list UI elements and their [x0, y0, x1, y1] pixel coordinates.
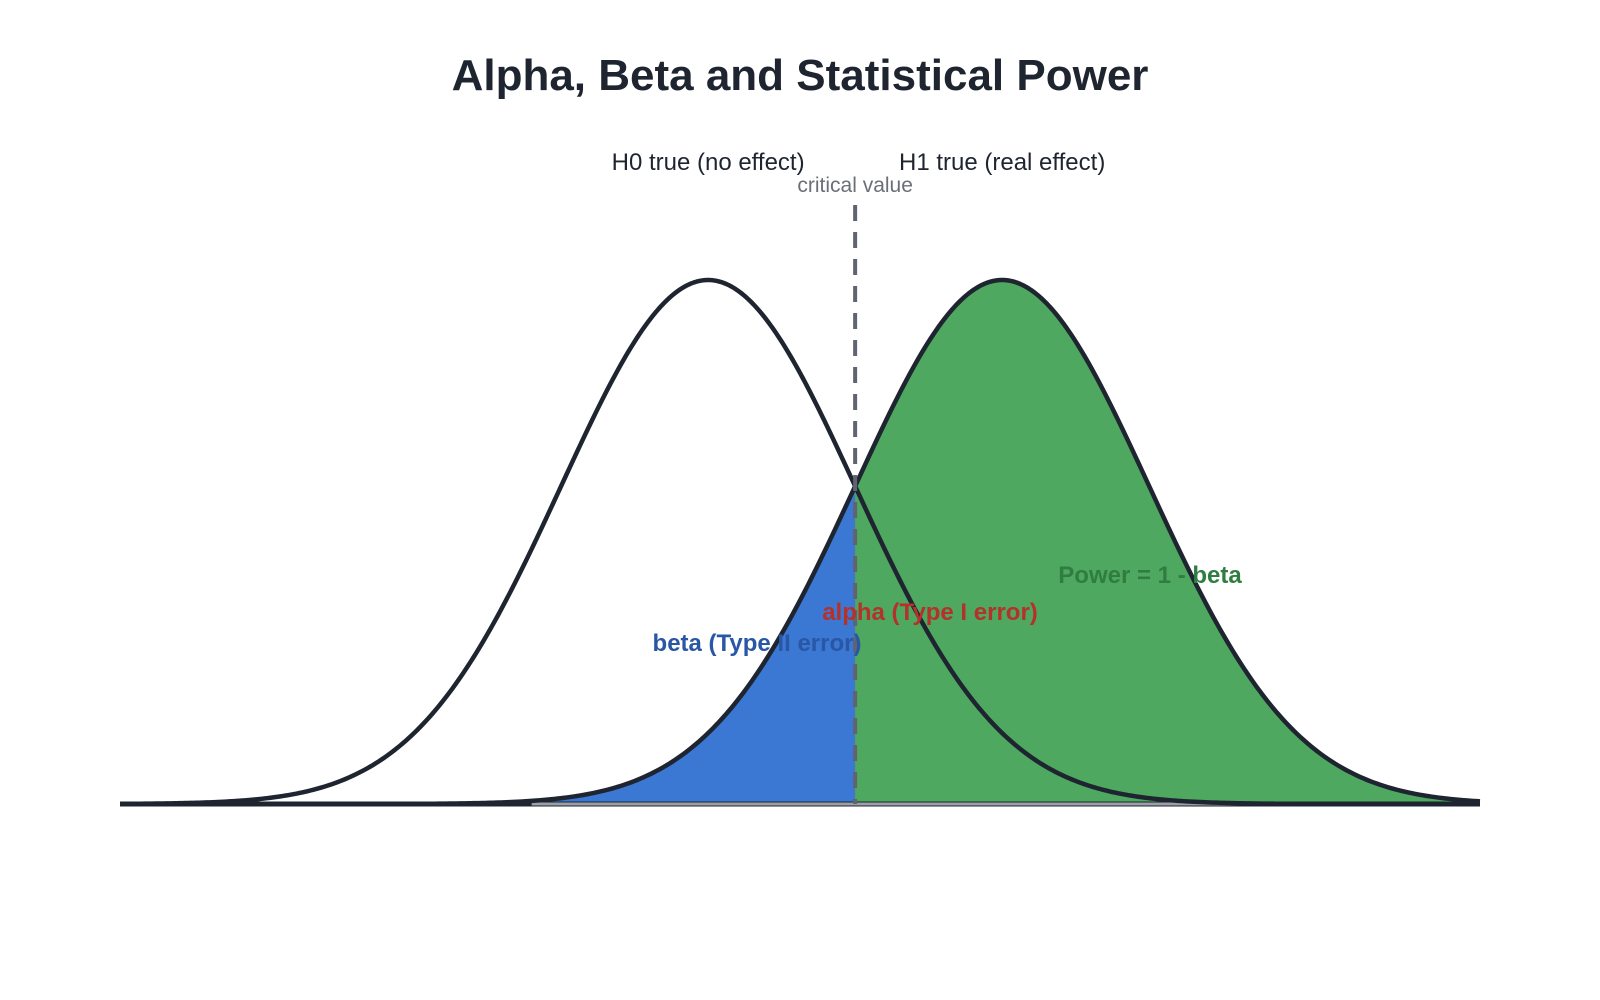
h0-label: H0 true (no effect): [612, 149, 805, 176]
h0-area: [120, 280, 1480, 804]
power-region: [855, 280, 1480, 804]
h0-curve: [119, 277, 1480, 807]
chart-areas: [120, 280, 1480, 804]
h1-label: H1 true (real effect): [899, 149, 1105, 176]
beta-label: beta (Type II error): [653, 630, 862, 657]
beta-region: [120, 486, 856, 804]
h1-curve: [120, 277, 1481, 807]
critical-value-label: critical value: [797, 174, 913, 197]
chart-title: Alpha, Beta and Statistical Power: [452, 51, 1149, 100]
power-label: Power = 1 - beta: [1058, 562, 1242, 589]
alpha-label: alpha (Type I error): [822, 599, 1038, 626]
chart-curves: [119, 277, 1481, 807]
